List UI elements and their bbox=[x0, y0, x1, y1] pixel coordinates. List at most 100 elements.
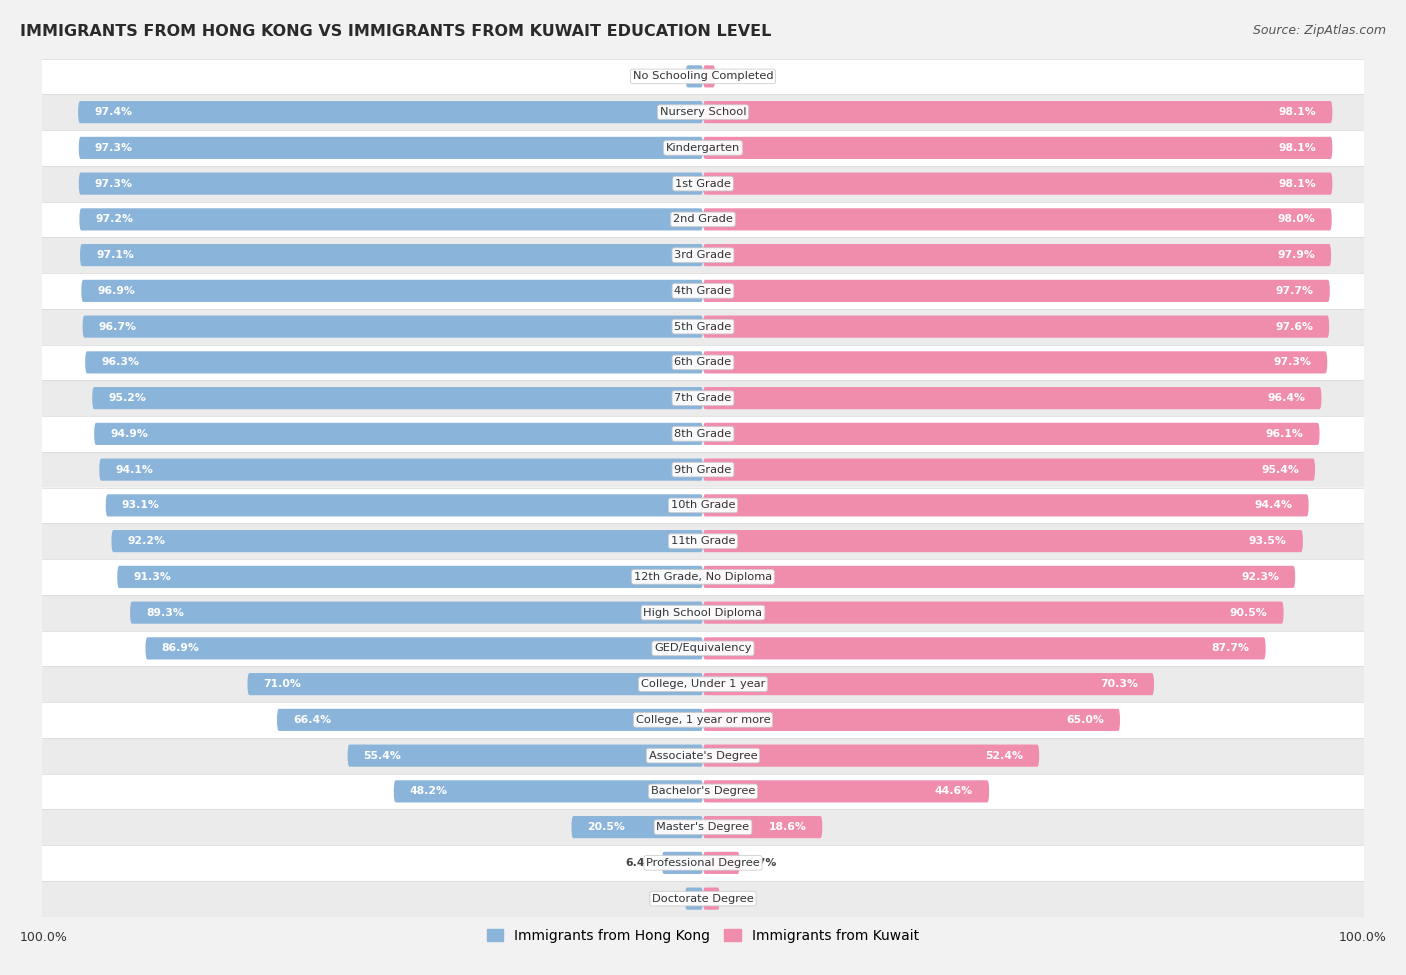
FancyBboxPatch shape bbox=[703, 136, 1333, 159]
Text: 4th Grade: 4th Grade bbox=[675, 286, 731, 295]
Bar bbox=[42, 488, 1364, 524]
Text: 96.4%: 96.4% bbox=[1267, 393, 1305, 403]
FancyBboxPatch shape bbox=[685, 887, 703, 910]
Bar bbox=[42, 344, 1364, 380]
Text: Bachelor's Degree: Bachelor's Degree bbox=[651, 787, 755, 797]
FancyBboxPatch shape bbox=[117, 566, 703, 588]
Text: 94.9%: 94.9% bbox=[110, 429, 148, 439]
Text: 96.3%: 96.3% bbox=[101, 358, 139, 368]
Text: Associate's Degree: Associate's Degree bbox=[648, 751, 758, 760]
FancyBboxPatch shape bbox=[93, 387, 703, 410]
Text: No Schooling Completed: No Schooling Completed bbox=[633, 71, 773, 81]
Text: Source: ZipAtlas.com: Source: ZipAtlas.com bbox=[1253, 24, 1386, 37]
Bar bbox=[42, 702, 1364, 738]
FancyBboxPatch shape bbox=[703, 316, 1329, 337]
FancyBboxPatch shape bbox=[703, 387, 1322, 410]
Text: 5.7%: 5.7% bbox=[747, 858, 776, 868]
Text: 71.0%: 71.0% bbox=[263, 680, 301, 689]
Text: 97.1%: 97.1% bbox=[96, 251, 134, 260]
Text: Nursery School: Nursery School bbox=[659, 107, 747, 117]
FancyBboxPatch shape bbox=[79, 101, 703, 123]
Text: 92.2%: 92.2% bbox=[128, 536, 166, 546]
Text: 52.4%: 52.4% bbox=[986, 751, 1024, 760]
Text: 70.3%: 70.3% bbox=[1099, 680, 1137, 689]
Bar bbox=[42, 309, 1364, 344]
FancyBboxPatch shape bbox=[703, 244, 1331, 266]
Text: 11th Grade: 11th Grade bbox=[671, 536, 735, 546]
FancyBboxPatch shape bbox=[105, 494, 703, 517]
Bar bbox=[42, 95, 1364, 130]
FancyBboxPatch shape bbox=[79, 136, 703, 159]
Text: 91.3%: 91.3% bbox=[134, 572, 172, 582]
Text: 55.4%: 55.4% bbox=[364, 751, 402, 760]
Text: 8th Grade: 8th Grade bbox=[675, 429, 731, 439]
Text: 98.1%: 98.1% bbox=[1278, 178, 1316, 188]
FancyBboxPatch shape bbox=[703, 602, 1284, 624]
Bar bbox=[42, 559, 1364, 595]
FancyBboxPatch shape bbox=[80, 244, 703, 266]
FancyBboxPatch shape bbox=[703, 780, 990, 802]
Text: GED/Equivalency: GED/Equivalency bbox=[654, 644, 752, 653]
Text: 7th Grade: 7th Grade bbox=[675, 393, 731, 403]
FancyBboxPatch shape bbox=[82, 280, 703, 302]
Text: 44.6%: 44.6% bbox=[935, 787, 973, 797]
Text: 98.1%: 98.1% bbox=[1278, 143, 1316, 153]
Text: Doctorate Degree: Doctorate Degree bbox=[652, 894, 754, 904]
Bar bbox=[42, 416, 1364, 451]
Text: 90.5%: 90.5% bbox=[1230, 607, 1268, 617]
Bar bbox=[42, 845, 1364, 880]
Text: 6th Grade: 6th Grade bbox=[675, 358, 731, 368]
FancyBboxPatch shape bbox=[79, 173, 703, 195]
Text: 9th Grade: 9th Grade bbox=[675, 465, 731, 475]
Text: 2.7%: 2.7% bbox=[648, 71, 679, 81]
FancyBboxPatch shape bbox=[131, 602, 703, 624]
Text: 93.5%: 93.5% bbox=[1249, 536, 1286, 546]
Text: 10th Grade: 10th Grade bbox=[671, 500, 735, 510]
Text: 97.3%: 97.3% bbox=[94, 143, 132, 153]
Text: 1.9%: 1.9% bbox=[721, 71, 752, 81]
Text: Kindergarten: Kindergarten bbox=[666, 143, 740, 153]
Text: 6.4%: 6.4% bbox=[626, 858, 655, 868]
Text: 97.2%: 97.2% bbox=[96, 214, 134, 224]
FancyBboxPatch shape bbox=[100, 458, 703, 481]
Bar bbox=[42, 773, 1364, 809]
Text: High School Diploma: High School Diploma bbox=[644, 607, 762, 617]
Text: 20.5%: 20.5% bbox=[588, 822, 626, 832]
Text: 2.8%: 2.8% bbox=[648, 894, 679, 904]
FancyBboxPatch shape bbox=[703, 65, 716, 88]
Text: Master's Degree: Master's Degree bbox=[657, 822, 749, 832]
Text: 87.7%: 87.7% bbox=[1212, 644, 1250, 653]
Text: 100.0%: 100.0% bbox=[20, 931, 67, 944]
Bar bbox=[42, 380, 1364, 416]
FancyBboxPatch shape bbox=[703, 423, 1320, 445]
Bar bbox=[42, 273, 1364, 309]
FancyBboxPatch shape bbox=[86, 351, 703, 373]
Bar bbox=[42, 237, 1364, 273]
FancyBboxPatch shape bbox=[703, 887, 720, 910]
Text: 97.6%: 97.6% bbox=[1275, 322, 1313, 332]
Bar bbox=[42, 524, 1364, 559]
FancyBboxPatch shape bbox=[703, 101, 1333, 123]
Text: IMMIGRANTS FROM HONG KONG VS IMMIGRANTS FROM KUWAIT EDUCATION LEVEL: IMMIGRANTS FROM HONG KONG VS IMMIGRANTS … bbox=[20, 24, 770, 39]
Text: 98.0%: 98.0% bbox=[1278, 214, 1316, 224]
FancyBboxPatch shape bbox=[703, 852, 740, 874]
Bar bbox=[42, 595, 1364, 631]
Text: 94.4%: 94.4% bbox=[1254, 500, 1292, 510]
Bar bbox=[42, 631, 1364, 666]
Text: Professional Degree: Professional Degree bbox=[647, 858, 759, 868]
Text: 95.4%: 95.4% bbox=[1261, 465, 1299, 475]
Legend: Immigrants from Hong Kong, Immigrants from Kuwait: Immigrants from Hong Kong, Immigrants fr… bbox=[481, 923, 925, 948]
FancyBboxPatch shape bbox=[277, 709, 703, 731]
Bar bbox=[42, 451, 1364, 488]
Text: 2nd Grade: 2nd Grade bbox=[673, 214, 733, 224]
Text: 2.6%: 2.6% bbox=[725, 894, 756, 904]
FancyBboxPatch shape bbox=[703, 530, 1303, 552]
Text: 18.6%: 18.6% bbox=[769, 822, 806, 832]
Text: College, 1 year or more: College, 1 year or more bbox=[636, 715, 770, 724]
Text: 97.7%: 97.7% bbox=[1275, 286, 1313, 295]
FancyBboxPatch shape bbox=[703, 709, 1121, 731]
FancyBboxPatch shape bbox=[83, 316, 703, 337]
Text: 94.1%: 94.1% bbox=[115, 465, 153, 475]
FancyBboxPatch shape bbox=[111, 530, 703, 552]
FancyBboxPatch shape bbox=[571, 816, 703, 838]
